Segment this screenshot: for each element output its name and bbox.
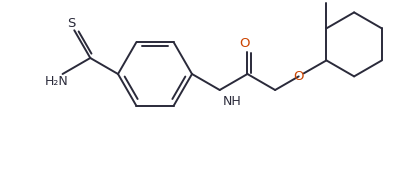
Text: H₂N: H₂N [45, 74, 68, 88]
Text: O: O [294, 70, 304, 83]
Text: S: S [67, 17, 75, 30]
Text: O: O [239, 37, 249, 50]
Text: NH: NH [223, 95, 241, 108]
